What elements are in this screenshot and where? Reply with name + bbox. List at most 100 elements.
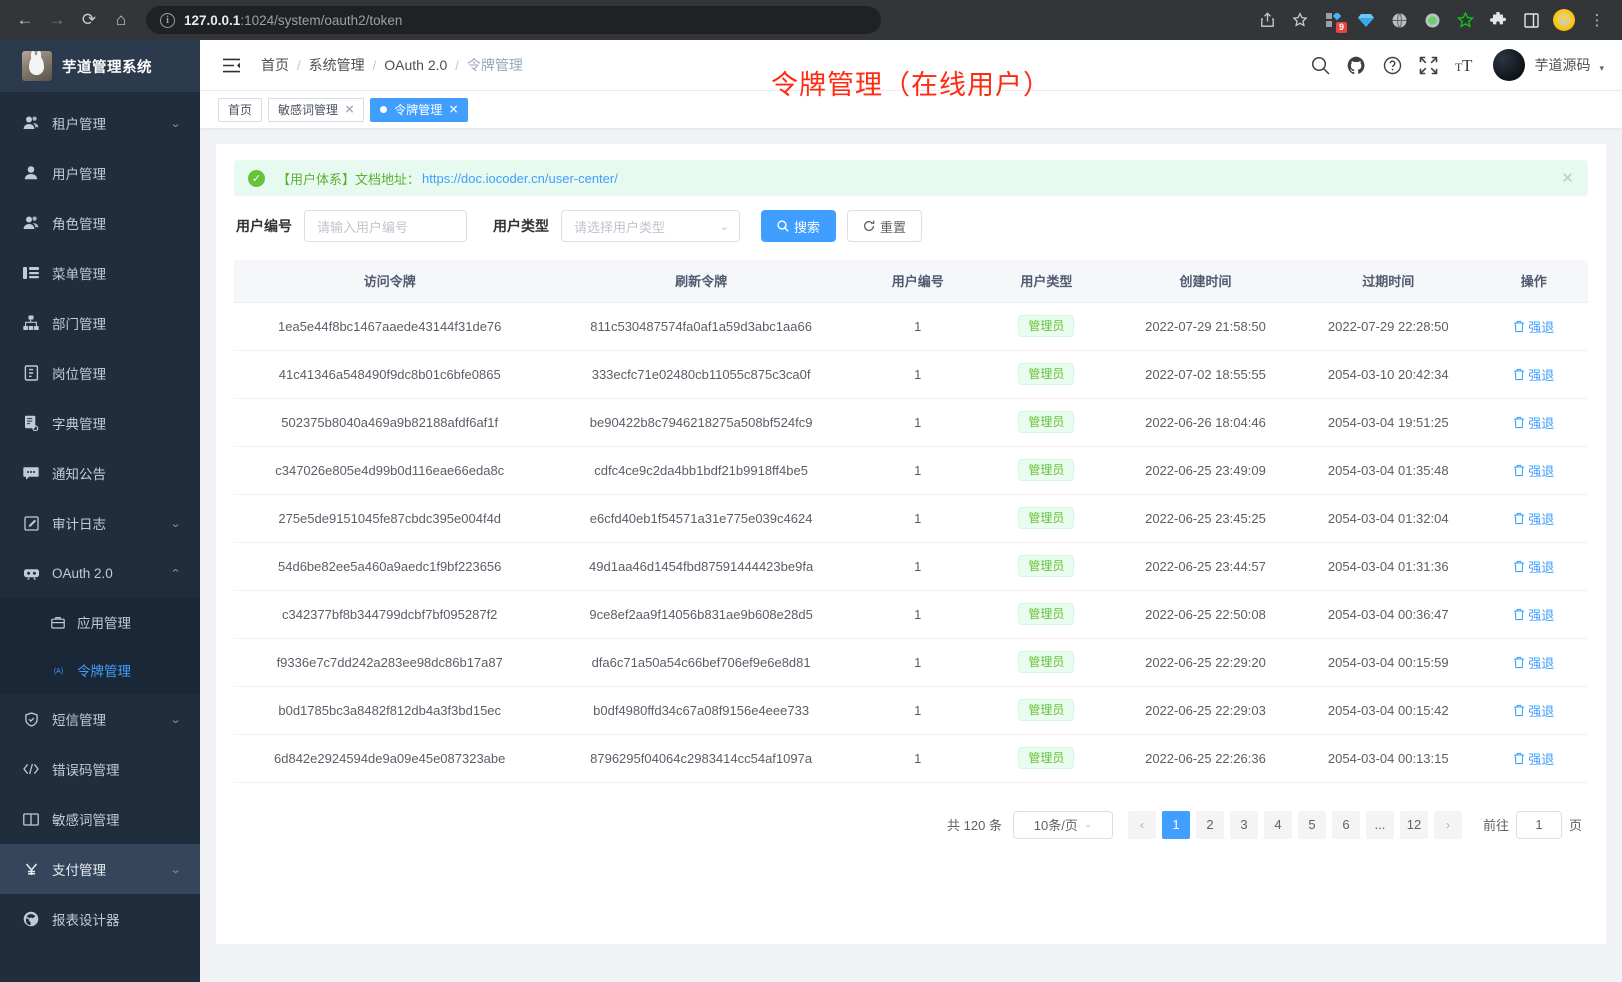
pagination-next-button[interactable]: › [1433, 810, 1462, 839]
force-logout-button[interactable]: 强退 [1513, 701, 1554, 720]
sidebar-logo[interactable]: 芋道管理系统 [0, 40, 200, 92]
sidebar-item-payment[interactable]: 支付管理 ⌄ [0, 844, 200, 894]
share-icon[interactable] [1252, 5, 1282, 35]
tab-home[interactable]: 首页 [218, 97, 263, 122]
gear-circle-icon [20, 911, 42, 927]
user-id-placeholder: 请输入用户编号 [317, 219, 409, 235]
force-logout-button[interactable]: 强退 [1513, 653, 1554, 672]
breadcrumb-item-oauth2[interactable]: OAuth 2.0 [384, 57, 448, 73]
fullscreen-icon[interactable] [1419, 56, 1438, 75]
tab-token-management[interactable]: 令牌管理 ✕ [370, 97, 469, 122]
sidebar-item-user[interactable]: 用户管理 [0, 148, 200, 198]
breadcrumb-item-token: 令牌管理 [466, 57, 523, 73]
star-green-extension-icon[interactable] [1450, 5, 1480, 35]
close-icon[interactable]: ✕ [1561, 170, 1574, 187]
site-info-icon[interactable]: i [160, 12, 175, 28]
globe-extension-icon[interactable] [1384, 5, 1414, 35]
user-id-input[interactable]: 请输入用户编号 [304, 210, 467, 242]
pagination-prev-button[interactable]: ‹ [1127, 810, 1156, 839]
status-badge: 管理员 [1018, 363, 1075, 385]
alert-link[interactable]: https://doc.iocoder.cn/user-center/ [422, 170, 618, 186]
sidebar-item-label: 租户管理 [52, 117, 106, 132]
sidebar-item-role[interactable]: 角色管理 [0, 198, 200, 248]
puzzle-extension-icon[interactable] [1483, 5, 1513, 35]
sidebar-item-dept[interactable]: 部门管理 [0, 298, 200, 348]
pagination-ellipsis[interactable]: ... [1365, 810, 1394, 839]
sidebar-item-sensitive-word[interactable]: 敏感词管理 [0, 794, 200, 844]
force-logout-button[interactable]: 强退 [1513, 509, 1554, 528]
robot-icon [20, 566, 42, 580]
cell-expire-time: 2054-03-04 01:32:04 [1296, 494, 1480, 543]
user-id-label: 用户编号 [236, 218, 292, 234]
sidebar-item-token-management[interactable]: (A) 令牌管理 [0, 646, 200, 694]
jump-input[interactable]: 1 [1515, 810, 1562, 839]
sitemap-icon [20, 315, 42, 331]
force-logout-button[interactable]: 强退 [1513, 461, 1554, 480]
user-type-select[interactable]: 请选择用户类型 ⌄ [561, 210, 740, 242]
circle-extension-icon[interactable] [1417, 5, 1447, 35]
pagination-page-button[interactable]: 1 [1161, 810, 1190, 839]
home-icon[interactable]: ⌂ [115, 10, 127, 29]
sidebar-item-sms[interactable]: 短信管理 ⌄ [0, 694, 200, 744]
cell-refresh-token: b0df4980ffd34c67a08f9156e4eee733 [545, 686, 857, 735]
star-icon[interactable] [1285, 5, 1315, 35]
sidebar-item-menu[interactable]: 菜单管理 [0, 248, 200, 298]
force-logout-button[interactable]: 强退 [1513, 749, 1554, 768]
close-icon[interactable]: ✕ [344, 103, 355, 117]
search-button[interactable]: 搜索 [761, 210, 837, 242]
force-logout-button[interactable]: 强退 [1513, 365, 1554, 384]
sidebar-item-app-management[interactable]: 应用管理 [0, 598, 200, 646]
diamond-extension-icon[interactable] [1351, 5, 1381, 35]
sidebar-item-error-code[interactable]: 错误码管理 [0, 744, 200, 794]
pagination-page-button[interactable]: 6 [1331, 810, 1360, 839]
sidebar-item-report-designer[interactable]: 报表设计器 [0, 894, 200, 944]
breadcrumb-item-home[interactable]: 首页 [261, 57, 289, 73]
force-logout-button[interactable]: 强退 [1513, 317, 1554, 336]
sidebar-item-notice[interactable]: 通知公告 [0, 448, 200, 498]
reload-icon[interactable]: ⟳ [81, 10, 97, 29]
sidebar-submenu-oauth2: 应用管理 (A) 令牌管理 [0, 598, 200, 694]
extension-grid-icon[interactable]: 9 [1318, 5, 1348, 35]
user-menu[interactable]: 芋道源码 ▾ [1493, 49, 1604, 81]
collapse-menu-icon[interactable] [222, 58, 241, 73]
avatar [1493, 49, 1526, 81]
breadcrumb-item-system[interactable]: 系统管理 [308, 57, 365, 73]
forward-arrow-icon[interactable]: → [48, 10, 66, 29]
username-label: 芋道源码 [1534, 57, 1591, 73]
sidebar-item-post[interactable]: 岗位管理 [0, 348, 200, 398]
sidebar-item-dict[interactable]: 字典管理 [0, 398, 200, 448]
pagination-page-button[interactable]: 3 [1229, 810, 1258, 839]
sidebar-toggle-icon[interactable] [1516, 5, 1546, 35]
col-user-id: 用户编号 [856, 260, 979, 303]
profile-avatar[interactable]: 😀 [1549, 5, 1579, 35]
close-icon[interactable]: ✕ [448, 103, 459, 117]
sidebar-item-audit-log[interactable]: 审计日志 ⌄ [0, 498, 200, 548]
search-icon[interactable] [1311, 56, 1330, 75]
status-badge: 管理员 [1018, 411, 1075, 433]
table-row: f9336e7c7dd242a283ee98dc86b17a87 dfa6c71a… [234, 638, 1588, 687]
force-logout-button[interactable]: 强退 [1513, 557, 1554, 576]
table-row: 275e5de9151045fe87cbdc395e004f4d e6cfd40e… [234, 494, 1588, 543]
pagination-page-button[interactable]: 12 [1399, 810, 1428, 839]
pagination-page-button[interactable]: 2 [1195, 810, 1224, 839]
back-arrow-icon[interactable]: ← [16, 10, 34, 29]
chevron-down-icon: ⌄ [169, 117, 182, 130]
page-size-select[interactable]: 10条/页 ⌄ [1012, 810, 1113, 839]
help-icon[interactable] [1383, 56, 1402, 75]
users-icon [20, 115, 42, 131]
reset-button[interactable]: 重置 [847, 210, 923, 242]
address-bar[interactable]: i 127.0.0.1:1024/system/oauth2/token [146, 6, 881, 34]
sidebar-item-oauth2[interactable]: OAuth 2.0 ⌃ [0, 548, 200, 598]
browser-menu-icon[interactable]: ⋮ [1589, 12, 1605, 29]
github-icon[interactable] [1347, 56, 1366, 75]
force-logout-button[interactable]: 强退 [1513, 413, 1554, 432]
pagination-page-button[interactable]: 4 [1263, 810, 1292, 839]
pagination-page-button[interactable]: 5 [1297, 810, 1326, 839]
cell-access-token: 502375b8040a469a9b82188afdf6af1f [234, 398, 546, 447]
status-badge: 管理员 [1018, 507, 1075, 529]
tab-sensitive-word[interactable]: 敏感词管理 ✕ [268, 97, 365, 122]
force-logout-button[interactable]: 强退 [1513, 605, 1554, 624]
status-badge: 管理员 [1018, 459, 1075, 481]
sidebar-item-tenant[interactable]: 租户管理 ⌄ [0, 98, 200, 148]
